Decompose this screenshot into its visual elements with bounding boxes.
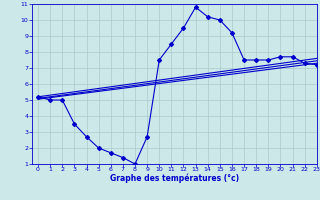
X-axis label: Graphe des températures (°c): Graphe des températures (°c) [110,174,239,183]
